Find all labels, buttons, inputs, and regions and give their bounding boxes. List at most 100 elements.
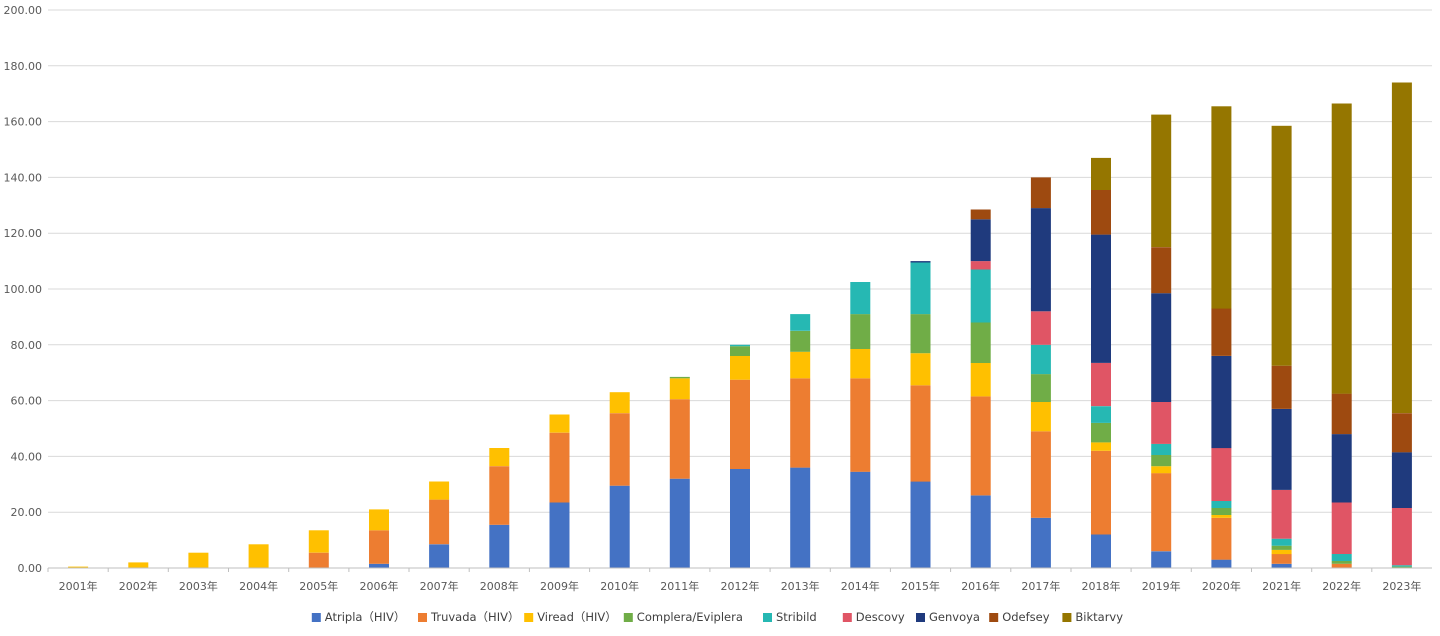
bar-segment (1091, 450, 1111, 535)
y-tick-label: 200.00 (4, 4, 43, 17)
bar-segment (910, 262, 931, 315)
bar-segment (1030, 517, 1051, 568)
bar-segment (1391, 82, 1412, 414)
bar-segment (1030, 311, 1051, 345)
y-tick-label: 100.00 (4, 283, 43, 296)
bar-segment (730, 346, 750, 356)
bar-segment (730, 344, 750, 347)
bar-segment (1331, 561, 1352, 564)
legend-label: Stribild (776, 610, 817, 624)
bar-segment (1211, 517, 1232, 560)
x-tick-label: 2018年 (1082, 579, 1121, 593)
x-tick-label: 2002年 (119, 579, 158, 593)
bar-segment (790, 314, 811, 331)
bar-segment (1091, 442, 1111, 451)
legend-swatch (916, 613, 925, 622)
bar-segment (1151, 455, 1172, 467)
bar-segment (1211, 508, 1232, 515)
bar-segment (1331, 434, 1352, 503)
bar-segment (1211, 515, 1232, 518)
bar-segment (669, 376, 690, 379)
bar-segment (1211, 559, 1232, 568)
y-tick-label: 160.00 (4, 116, 43, 129)
bar-segment (1151, 114, 1172, 248)
x-tick-label: 2015年 (901, 579, 940, 593)
x-tick-label: 2010年 (600, 579, 639, 593)
bar-segment (1030, 402, 1051, 432)
bar-segment (549, 414, 570, 433)
bar-segment (1091, 362, 1111, 407)
bar-segment (1091, 157, 1111, 190)
bar-segment (1271, 125, 1292, 366)
bar-segment (1331, 563, 1352, 568)
bar-segment (1391, 566, 1412, 568)
x-tick-label: 2020年 (1202, 579, 1241, 593)
bar-segment (1151, 247, 1172, 294)
legend-swatch (311, 613, 321, 622)
bar-segment (1271, 545, 1292, 550)
bar-segment (730, 379, 750, 469)
bars-layer (68, 82, 1412, 568)
bar-segment (1271, 489, 1292, 539)
x-tick-label: 2006年 (360, 579, 399, 593)
bar-segment (1271, 538, 1292, 546)
legend-label: Biktarvy (1075, 610, 1123, 624)
bar-segment (970, 219, 991, 262)
bar-segment (1030, 344, 1051, 375)
bar-segment (790, 378, 811, 468)
x-tick-label: 2016年 (961, 579, 1000, 593)
bar-segment (1151, 443, 1172, 455)
bar-segment (128, 562, 149, 568)
bar-segment (248, 544, 269, 568)
legend-swatch (1062, 613, 1072, 622)
bar-segment (1211, 106, 1232, 309)
x-tick-label: 2021年 (1262, 579, 1301, 593)
bar-segment (1271, 365, 1292, 409)
bar-segment (369, 509, 389, 531)
bar-segment (1331, 502, 1352, 554)
bar-segment (609, 392, 630, 414)
bar-segment (730, 469, 750, 568)
x-tick-label: 2004年 (239, 579, 278, 593)
bar-segment (970, 362, 991, 397)
bar-segment (489, 448, 510, 467)
y-tick-label: 180.00 (4, 60, 43, 73)
bar-segment (850, 378, 871, 472)
bar-segment (1151, 473, 1172, 552)
bar-segment (970, 396, 991, 496)
bar-segment (489, 524, 510, 568)
bar-segment (910, 353, 931, 386)
bar-segment (1151, 551, 1172, 568)
bar-segment (308, 552, 329, 568)
bar-segment (1391, 452, 1412, 508)
bar-segment (790, 351, 811, 379)
x-tick-label: 2001年 (59, 579, 98, 593)
bar-segment (1211, 356, 1232, 449)
bar-segment (1091, 234, 1111, 363)
bar-segment (429, 481, 450, 500)
bar-segment (669, 399, 690, 479)
bar-segment (1211, 501, 1232, 508)
bar-segment (1391, 508, 1412, 566)
y-tick-label: 140.00 (4, 171, 43, 184)
x-tick-label: 2003年 (179, 579, 218, 593)
bar-segment (1271, 563, 1292, 568)
legend-swatch (842, 613, 852, 622)
bar-segment (1151, 466, 1172, 474)
bar-segment (910, 385, 931, 482)
legend-swatch (418, 613, 427, 622)
legend: Atripla（HIV） Truvada（HIV） Viread（HIV） Compl… (311, 610, 1123, 624)
bar-segment (1091, 534, 1111, 568)
legend-label: Viread（HIV） (537, 610, 617, 624)
bar-segment (609, 413, 630, 486)
y-tick-label: 20.00 (11, 506, 43, 519)
grid-layer (48, 9, 1432, 513)
bar-segment (609, 485, 630, 568)
bar-segment (1030, 208, 1051, 312)
bar-segment (910, 314, 931, 354)
x-tick-label: 2017年 (1021, 579, 1060, 593)
bar-segment (970, 495, 991, 568)
legend-swatch (989, 613, 999, 622)
bar-segment (970, 261, 991, 270)
